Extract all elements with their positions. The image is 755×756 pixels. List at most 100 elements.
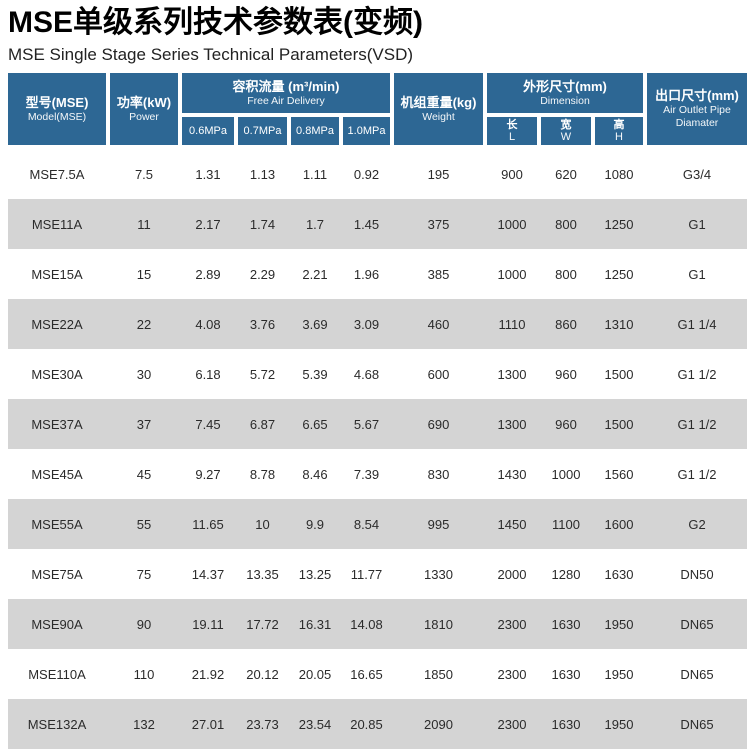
header-dimension-subrow: 长 L 宽 W 高 H — [487, 117, 643, 145]
cell-fad-0.7mpa: 1.13 — [249, 166, 276, 182]
cell-model: MSE7.5A — [29, 166, 85, 182]
cell-fad-1.0mpa: 20.85 — [350, 716, 383, 732]
cell-height: 1250 — [604, 266, 634, 282]
label-0.7mpa: 0.7MPa — [243, 125, 282, 137]
cell-fad-0.7mpa: 13.35 — [246, 566, 279, 582]
cell-model: MSE110A — [28, 666, 86, 682]
cell-fad-1.0mpa: 1.96 — [353, 266, 380, 282]
header-fad-zh: 容积流量 (m³/min) — [232, 78, 340, 94]
cell-width: 1000 — [551, 466, 581, 482]
cell-model: MSE90A — [31, 616, 83, 632]
cell-fad-0.6mpa: 4.08 — [195, 316, 221, 332]
cell-model: MSE132A — [27, 716, 87, 732]
header-cell-weight: 机组重量(kg) Weight — [394, 73, 483, 145]
cell-height: 1950 — [604, 616, 634, 632]
header-group-dimension: 外形尺寸(mm) Dimension 长 L 宽 W 高 H — [487, 73, 643, 145]
cell-fad-0.8mpa: 16.31 — [298, 616, 332, 632]
cell-height: 1500 — [604, 366, 634, 382]
header-fad-subrow: 0.6MPa 0.7MPa 0.8MPa 1.0MPa — [182, 117, 390, 145]
cell-weight: 1330 — [424, 566, 453, 582]
cell-fad-0.7mpa: 1.74 — [249, 216, 276, 232]
cell-height: 1310 — [604, 316, 634, 332]
cell-weight: 830 — [427, 466, 450, 482]
cell-height: 1630 — [604, 566, 634, 582]
header-cell-0.7mpa: 0.7MPa — [238, 117, 287, 145]
page: MSE单级系列技术参数表(变频) MSE Single Stage Series… — [0, 4, 755, 749]
label-height-zh: 高 — [613, 119, 625, 131]
header-cell-0.6mpa: 0.6MPa — [182, 117, 234, 145]
cell-fad-0.6mpa: 21.92 — [191, 666, 225, 682]
cell-fad-1.0mpa: 1.45 — [353, 216, 380, 232]
cell-weight: 995 — [427, 516, 450, 532]
cell-length: 2300 — [497, 616, 527, 632]
cell-length: 1300 — [497, 366, 527, 382]
cell-fad-0.8mpa: 13.25 — [298, 566, 332, 582]
page-title: MSE单级系列技术参数表(变频) — [8, 6, 423, 39]
cell-fad-0.7mpa: 6.87 — [249, 416, 276, 432]
cell-fad-0.7mpa: 8.78 — [249, 466, 276, 482]
cell-width: 1280 — [551, 566, 581, 582]
header-cell-0.8mpa: 0.8MPa — [291, 117, 339, 145]
cell-length: 2000 — [497, 566, 527, 582]
cell-height: 1560 — [604, 466, 634, 482]
cell-fad-0.6mpa: 9.27 — [195, 466, 221, 482]
cell-height: 1950 — [604, 716, 634, 732]
label-height-en: H — [615, 131, 623, 143]
cell-power: 90 — [136, 616, 152, 632]
header-weight-zh: 机组重量(kg) — [400, 94, 477, 110]
table-row: MSE75A 75 14.37 13.35 13.25 11.77 1330 2… — [8, 549, 747, 599]
cell-fad-0.8mpa: 1.7 — [305, 216, 325, 232]
cell-fad-0.6mpa: 14.37 — [191, 566, 225, 582]
cell-fad-0.7mpa: 5.72 — [249, 366, 276, 382]
cell-fad-0.6mpa: 1.31 — [195, 166, 221, 182]
cell-fad-0.8mpa: 5.39 — [302, 366, 328, 382]
cell-outlet: G1 1/2 — [677, 366, 717, 382]
cell-outlet: DN65 — [680, 716, 714, 732]
cell-fad-0.6mpa: 7.45 — [195, 416, 221, 432]
cell-fad-0.8mpa: 2.21 — [302, 266, 328, 282]
table-row: MSE132A 132 27.01 23.73 23.54 20.85 2090… — [8, 699, 747, 749]
header-dimension-zh: 外形尺寸(mm) — [523, 78, 607, 94]
cell-width: 1630 — [551, 716, 581, 732]
cell-power: 110 — [133, 666, 155, 682]
cell-width: 960 — [555, 366, 577, 382]
cell-fad-1.0mpa: 0.92 — [353, 166, 380, 182]
header-cell-height: 高 H — [595, 117, 643, 145]
page-subtitle: MSE Single Stage Series Technical Parame… — [8, 45, 414, 64]
table-header: 型号(MSE) Model(MSE) 功率(kW) Power 容积流量 (m³… — [8, 73, 747, 145]
cell-outlet: G1 — [688, 266, 706, 282]
cell-width: 800 — [555, 266, 577, 282]
cell-fad-1.0mpa: 11.77 — [350, 566, 383, 582]
cell-model: MSE11A — [31, 216, 83, 232]
cell-fad-0.8mpa: 8.46 — [302, 466, 328, 482]
cell-width: 1100 — [552, 516, 580, 532]
cell-weight: 1810 — [424, 616, 453, 632]
cell-fad-0.6mpa: 19.11 — [192, 616, 224, 632]
table-row: MSE55A 55 11.65 10 9.9 8.54 995 1450 110… — [8, 499, 747, 549]
header-cell-width: 宽 W — [541, 117, 591, 145]
header-cell-model: 型号(MSE) Model(MSE) — [8, 73, 106, 145]
cell-power: 15 — [136, 266, 152, 282]
cell-width: 960 — [555, 416, 577, 432]
cell-outlet: G3/4 — [682, 166, 712, 182]
cell-length: 1450 — [497, 516, 527, 532]
label-width-zh: 宽 — [560, 119, 572, 131]
cell-outlet: G1 1/2 — [677, 466, 717, 482]
cell-fad-0.8mpa: 23.54 — [298, 716, 332, 732]
table-body: MSE7.5A 7.5 1.31 1.13 1.11 0.92 195 900 … — [8, 149, 747, 749]
table-row: MSE11A 11 2.17 1.74 1.7 1.45 375 1000 80… — [8, 199, 747, 249]
cell-fad-0.6mpa: 2.89 — [195, 266, 221, 282]
cell-fad-0.6mpa: 11.65 — [192, 516, 224, 532]
cell-length: 1300 — [497, 416, 527, 432]
cell-fad-0.8mpa: 1.11 — [302, 166, 328, 182]
cell-height: 1600 — [604, 516, 634, 532]
header-fad-en: Free Air Delivery — [247, 94, 325, 107]
header-cell-power: 功率(kW) Power — [110, 73, 178, 145]
header-outlet-en: Air Outlet Pipe Diamater — [663, 104, 731, 129]
cell-outlet: G1 1/2 — [677, 416, 717, 432]
cell-fad-0.8mpa: 3.69 — [302, 316, 328, 332]
label-length-en: L — [508, 131, 516, 143]
cell-power: 22 — [136, 316, 152, 332]
cell-fad-1.0mpa: 16.65 — [350, 666, 383, 682]
cell-fad-1.0mpa: 7.39 — [353, 466, 380, 482]
